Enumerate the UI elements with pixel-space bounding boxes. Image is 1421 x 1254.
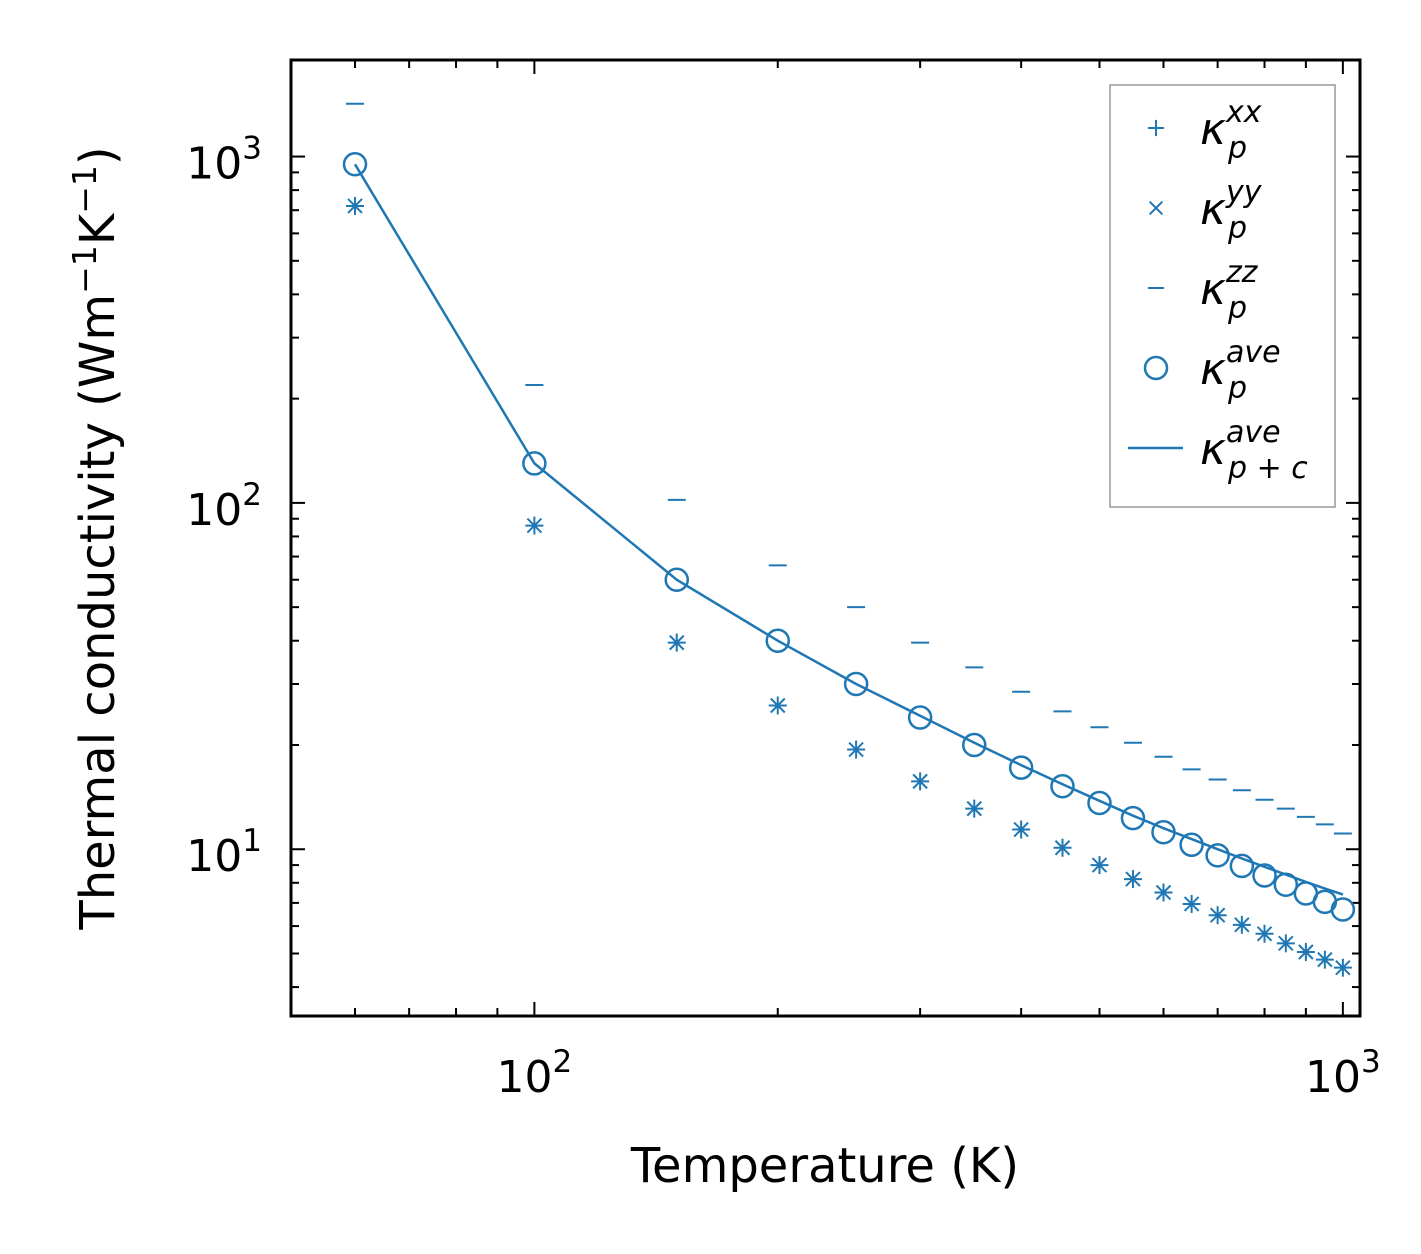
data-point-kave bbox=[1330, 897, 1356, 922]
legend-item-kyy: κyy p bbox=[1148, 175, 1263, 246]
data-point-kave bbox=[664, 567, 689, 592]
data-point-kave bbox=[765, 628, 791, 653]
series-kzz bbox=[346, 102, 1352, 835]
x-axis-label: Temperature (K) bbox=[630, 1138, 1019, 1194]
plot-frame bbox=[289, 58, 1362, 1018]
data-point-kyy bbox=[526, 517, 543, 534]
y-tick-label: 102 bbox=[186, 477, 262, 536]
legend-label-kxx: κxx p bbox=[1200, 95, 1262, 166]
legend-item-kave: κave p bbox=[1143, 335, 1281, 406]
data-point-kyy bbox=[1317, 951, 1333, 968]
legend-item-kave_pc: κave p + c bbox=[1128, 415, 1308, 486]
major-ticks bbox=[291, 60, 1360, 1016]
data-point-kave bbox=[843, 671, 869, 697]
legend-label-kave: κave p bbox=[1200, 335, 1281, 406]
legend-label-kave_pc: κave p + c bbox=[1200, 415, 1308, 486]
data-point-kyy bbox=[1209, 907, 1226, 923]
data-point-kyy bbox=[1091, 857, 1108, 873]
data-point-kyy bbox=[912, 773, 928, 790]
legend-marker-kyy bbox=[1148, 200, 1164, 216]
series-layer bbox=[342, 102, 1356, 977]
data-point-kyy bbox=[1183, 896, 1200, 912]
data-point-kave bbox=[1008, 755, 1034, 780]
data-point-kave bbox=[1050, 774, 1075, 799]
data-point-kave bbox=[1252, 863, 1277, 888]
data-point-kyy bbox=[669, 634, 685, 651]
legend-item-kzz: κzz p bbox=[1147, 255, 1259, 326]
y-axis-label-end: ) bbox=[70, 146, 126, 165]
series-kyy bbox=[347, 198, 1351, 976]
x-tick-label: 103 bbox=[1305, 1044, 1381, 1103]
tick-labels: 102 103 101 102 103 bbox=[186, 131, 1380, 1103]
x-tick-label: 102 bbox=[497, 1044, 573, 1103]
data-point-kyy bbox=[1256, 926, 1273, 942]
y-axis-label: Thermal conductivity (Wm−1K−1) bbox=[65, 146, 126, 930]
data-point-kave bbox=[1179, 832, 1204, 858]
legend-frame bbox=[1109, 84, 1336, 508]
data-point-kyy bbox=[1155, 884, 1172, 901]
data-point-kave bbox=[1205, 843, 1230, 868]
data-point-kave bbox=[522, 451, 547, 476]
data-point-kave bbox=[962, 732, 987, 758]
series-kave_pc bbox=[353, 163, 1344, 896]
y-tick-label: 101 bbox=[186, 823, 262, 882]
y-tick-label: 103 bbox=[186, 131, 262, 190]
data-point-kyy bbox=[1054, 840, 1071, 856]
legend-marker-kave bbox=[1143, 355, 1169, 381]
data-point-kave bbox=[1229, 853, 1255, 879]
data-point-kyy bbox=[848, 741, 864, 758]
data-point-kave bbox=[1120, 805, 1146, 831]
legend-label-kzz: κzz p bbox=[1200, 255, 1259, 326]
data-point-kyy bbox=[1234, 917, 1250, 933]
data-point-kave bbox=[342, 152, 368, 177]
y-axis-label-sup1: −1 bbox=[65, 245, 104, 294]
data-point-kyy bbox=[1125, 871, 1141, 887]
y-axis-label-mid: K bbox=[70, 212, 126, 245]
legend-item-kxx: κxx p bbox=[1147, 95, 1262, 166]
y-axis-label-main: Thermal conductivity (Wm bbox=[70, 294, 126, 931]
data-point-kyy bbox=[966, 800, 982, 817]
legend-marker-kxx bbox=[1147, 119, 1165, 137]
data-point-kyy bbox=[770, 697, 786, 714]
data-point-kyy bbox=[1013, 821, 1029, 838]
data-point-kave bbox=[907, 705, 933, 730]
legend-label-kyy: κyy p bbox=[1200, 175, 1263, 246]
data-point-kave bbox=[1087, 790, 1112, 816]
legend: κxx p κyy p κzz p κave p κave p + c bbox=[1109, 84, 1336, 508]
y-axis-label-sup2: −1 bbox=[65, 165, 104, 214]
series-line-kave_pc bbox=[353, 163, 1344, 896]
data-point-kyy bbox=[1298, 944, 1314, 960]
data-point-kyy bbox=[1335, 959, 1351, 976]
data-point-kyy bbox=[1278, 935, 1294, 952]
data-point-kyy bbox=[347, 198, 363, 214]
